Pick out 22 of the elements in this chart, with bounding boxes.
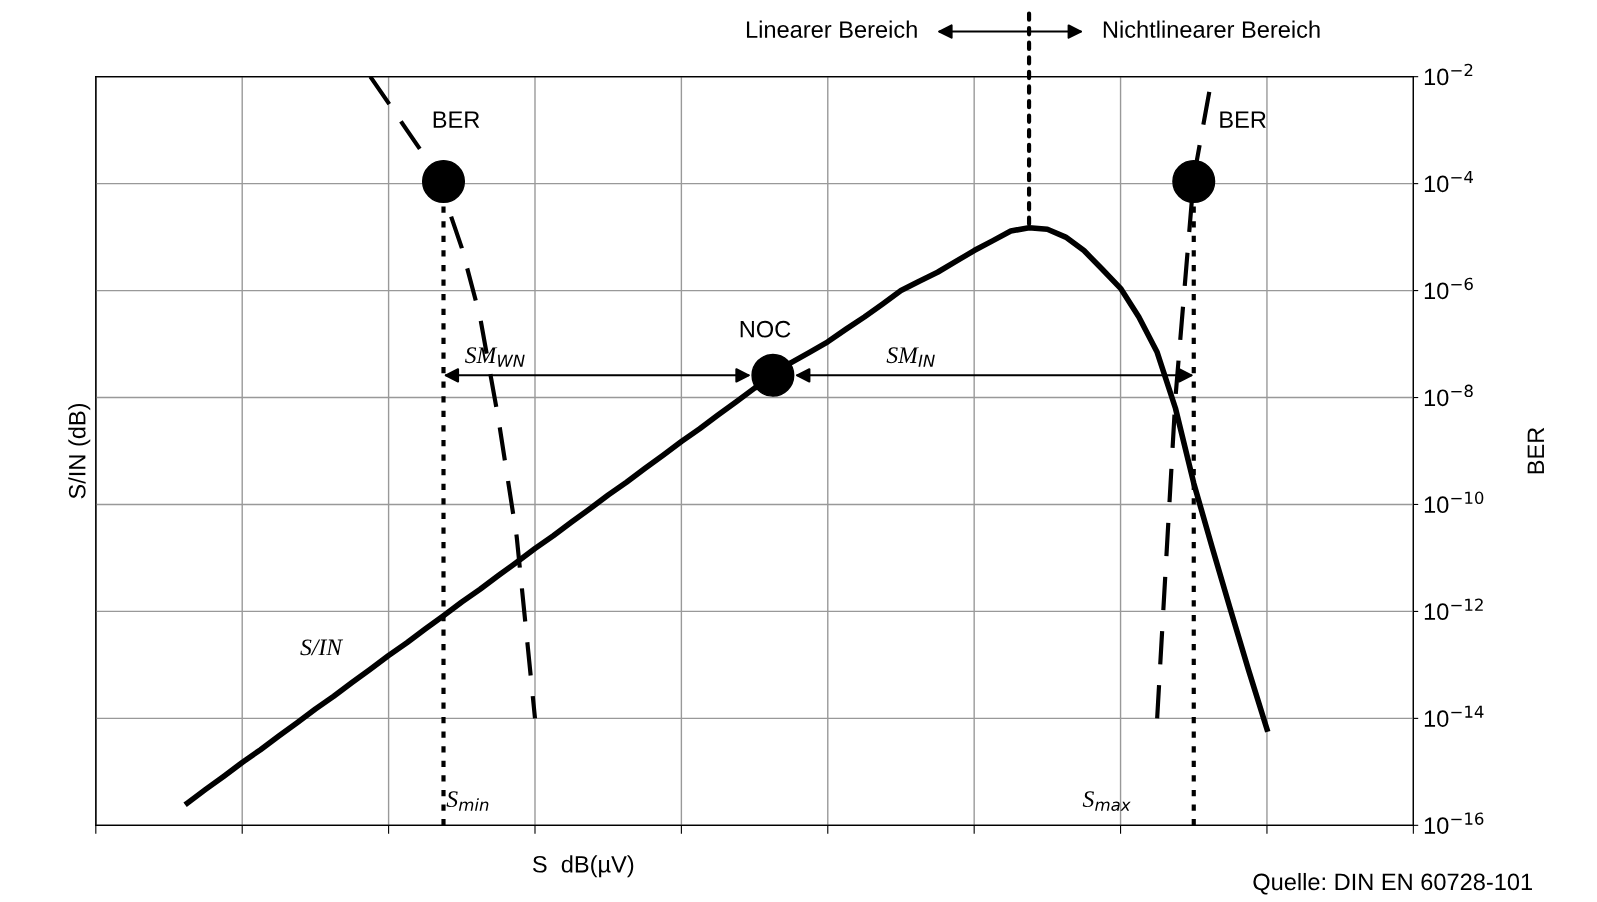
- y2-tick-label: 10$^{−12}$: [1424, 598, 1483, 621]
- y2-tick-label: 10$^{−8}$: [1424, 384, 1473, 407]
- y2-tick-label: 10$^{−4}$: [1424, 170, 1473, 193]
- annotation: BER: [433, 111, 480, 128]
- annotation: S/IN: [300, 639, 344, 656]
- source-note: Quelle: DIN EN 60728-101: [1253, 872, 1532, 895]
- annotation: S$_{max}$: [1082, 791, 1131, 811]
- annotation: SM$_{IN}$: [886, 347, 935, 367]
- y2-tick-label: 10$^{−14}$: [1424, 705, 1484, 727]
- y2-tick-label: 10$^{−10}$: [1424, 491, 1484, 514]
- y2-tick-label: 10$^{−2}$: [1424, 63, 1473, 86]
- text: Linearer Bereich: [746, 20, 917, 38]
- y2-tick-label: 10$^{−16}$: [1424, 812, 1484, 834]
- annotation: SM$_{WN}$: [465, 347, 525, 367]
- y2-tick-label: 10$^{−6}$: [1424, 277, 1473, 300]
- y2-axis-title: BER: [1527, 427, 1544, 474]
- text: Nichtlinearer Bereich: [1103, 20, 1320, 38]
- annotation: NOC: [740, 320, 791, 338]
- y-axis-title: S/IN (dB): [68, 403, 91, 499]
- x-axis-title: S dB(µV): [532, 855, 634, 878]
- annotation: BER: [1220, 111, 1266, 128]
- annotation: S$_{min}$: [446, 791, 489, 811]
